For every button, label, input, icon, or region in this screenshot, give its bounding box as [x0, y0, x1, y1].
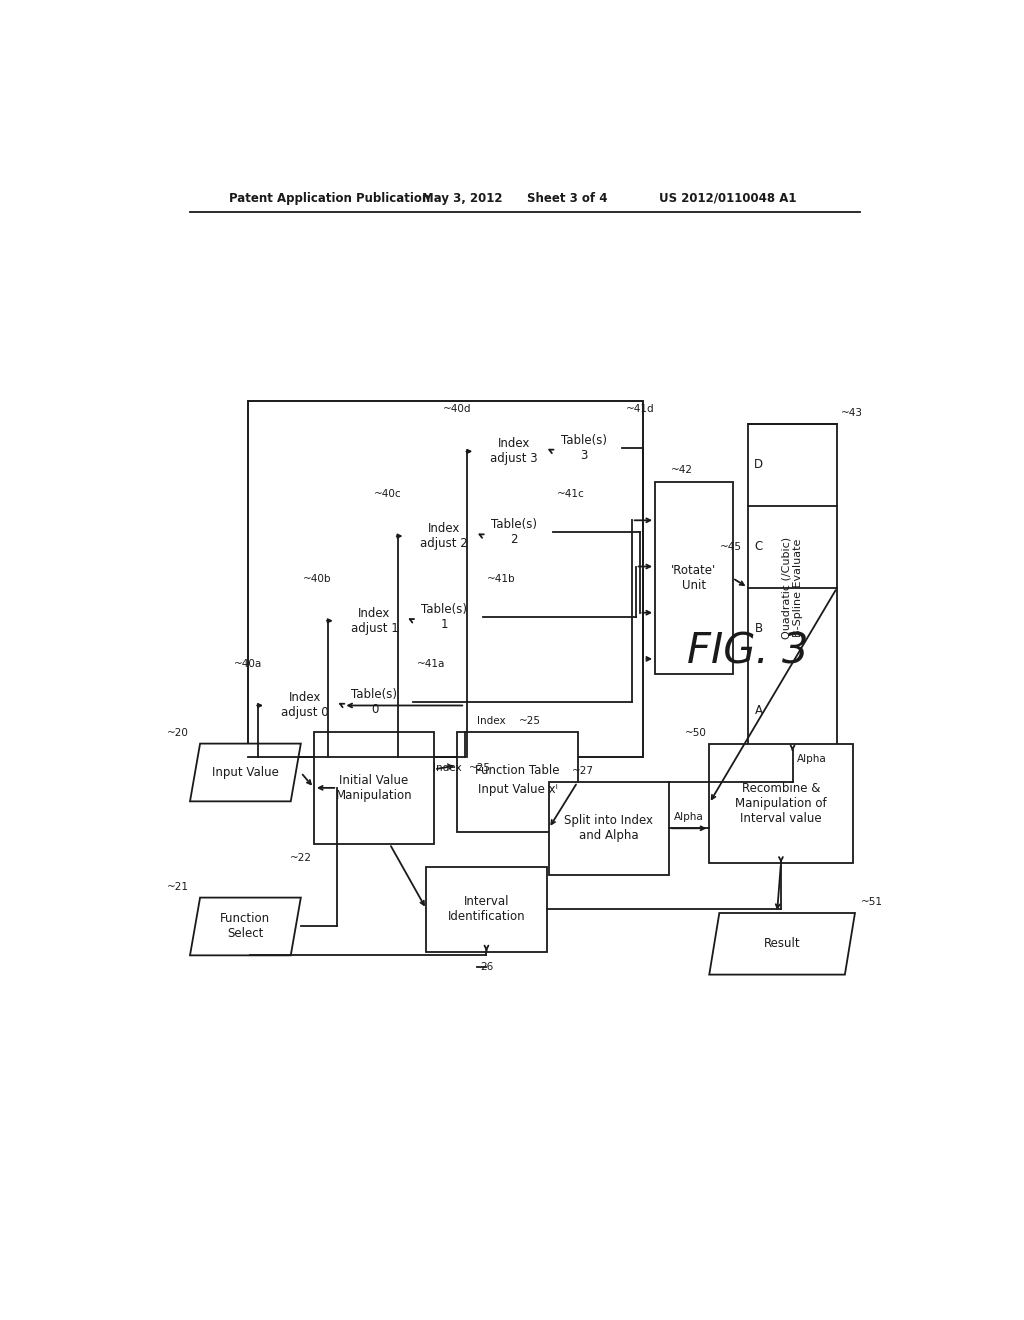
Text: Index
adjust 2: Index adjust 2: [420, 523, 468, 550]
Text: Input Value xᴵ: Input Value xᴵ: [477, 783, 557, 796]
Text: ~43: ~43: [841, 408, 863, 417]
Text: ~40b: ~40b: [303, 574, 332, 583]
Bar: [458, 733, 578, 832]
Text: Index
adjust 1: Index adjust 1: [350, 607, 398, 635]
Bar: [426, 867, 547, 952]
Text: Initial Value
Manipulation: Initial Value Manipulation: [336, 774, 413, 801]
Text: ~41d: ~41d: [627, 404, 655, 414]
Bar: [710, 743, 853, 863]
Text: 26: 26: [480, 962, 494, 972]
Text: Table(s)
0: Table(s) 0: [351, 688, 397, 715]
Text: D: D: [755, 458, 764, 471]
Text: Function Table: Function Table: [475, 764, 560, 777]
Text: B: B: [755, 622, 763, 635]
Text: Sheet 3 of 4: Sheet 3 of 4: [527, 191, 607, 205]
Text: ~50: ~50: [685, 727, 707, 738]
Text: Index
adjust 0: Index adjust 0: [281, 692, 329, 719]
Text: ~41a: ~41a: [417, 659, 445, 668]
Text: Quadratic (/Cubic)
B-Spline Evaluate: Quadratic (/Cubic) B-Spline Evaluate: [781, 537, 804, 639]
Text: ~45: ~45: [720, 541, 741, 552]
Text: ~51: ~51: [860, 898, 883, 907]
Text: Function
Select: Function Select: [220, 912, 270, 940]
Text: A: A: [755, 704, 763, 717]
Text: Table(s)
1: Table(s) 1: [421, 603, 467, 631]
Text: ~27: ~27: [572, 767, 594, 776]
Text: Index
adjust 3: Index adjust 3: [490, 437, 538, 466]
Text: ~40d: ~40d: [442, 404, 471, 414]
Text: Recombine &
Manipulation of
Interval value: Recombine & Manipulation of Interval val…: [735, 781, 826, 825]
Bar: [549, 781, 669, 875]
Text: US 2012/0110048 A1: US 2012/0110048 A1: [658, 191, 797, 205]
Text: ~25: ~25: [469, 763, 490, 774]
Text: ~40a: ~40a: [233, 659, 262, 668]
Bar: [406, 503, 483, 569]
Text: Interval
Identification: Interval Identification: [447, 895, 525, 923]
Bar: [248, 401, 643, 756]
Text: Alpha: Alpha: [797, 754, 826, 764]
Text: May 3, 2012: May 3, 2012: [423, 191, 503, 205]
Text: Input Value: Input Value: [212, 766, 279, 779]
Bar: [266, 673, 343, 738]
Text: ~41c: ~41c: [557, 490, 585, 499]
Text: Index: Index: [477, 717, 506, 726]
Polygon shape: [190, 743, 301, 801]
Text: ~21: ~21: [167, 882, 188, 892]
Polygon shape: [710, 913, 855, 974]
Text: ~42: ~42: [671, 465, 692, 475]
Text: Patent Application Publication: Patent Application Publication: [228, 191, 430, 205]
Text: FIG. 3: FIG. 3: [687, 630, 809, 672]
Text: ~25: ~25: [519, 717, 542, 726]
Bar: [336, 589, 414, 653]
Text: ~41b: ~41b: [486, 574, 515, 583]
Text: Split into Index
and Alpha: Split into Index and Alpha: [564, 814, 653, 842]
Text: ~20: ~20: [167, 727, 188, 738]
Bar: [545, 418, 623, 477]
Text: ~40c: ~40c: [374, 490, 401, 499]
Bar: [314, 733, 434, 843]
Text: 'Rotate'
Unit: 'Rotate' Unit: [671, 564, 717, 593]
Text: Table(s)
2: Table(s) 2: [490, 519, 537, 546]
Bar: [475, 503, 553, 561]
Bar: [655, 482, 732, 675]
Text: Alpha: Alpha: [674, 812, 703, 822]
Bar: [406, 589, 483, 645]
Text: Result: Result: [764, 937, 800, 950]
Text: ~22: ~22: [290, 853, 311, 862]
Bar: [748, 424, 838, 751]
Polygon shape: [190, 898, 301, 956]
Bar: [475, 418, 553, 484]
Text: Index: Index: [432, 763, 461, 774]
Text: Table(s)
3: Table(s) 3: [561, 433, 606, 462]
Text: C: C: [755, 540, 763, 553]
Bar: [336, 673, 414, 730]
